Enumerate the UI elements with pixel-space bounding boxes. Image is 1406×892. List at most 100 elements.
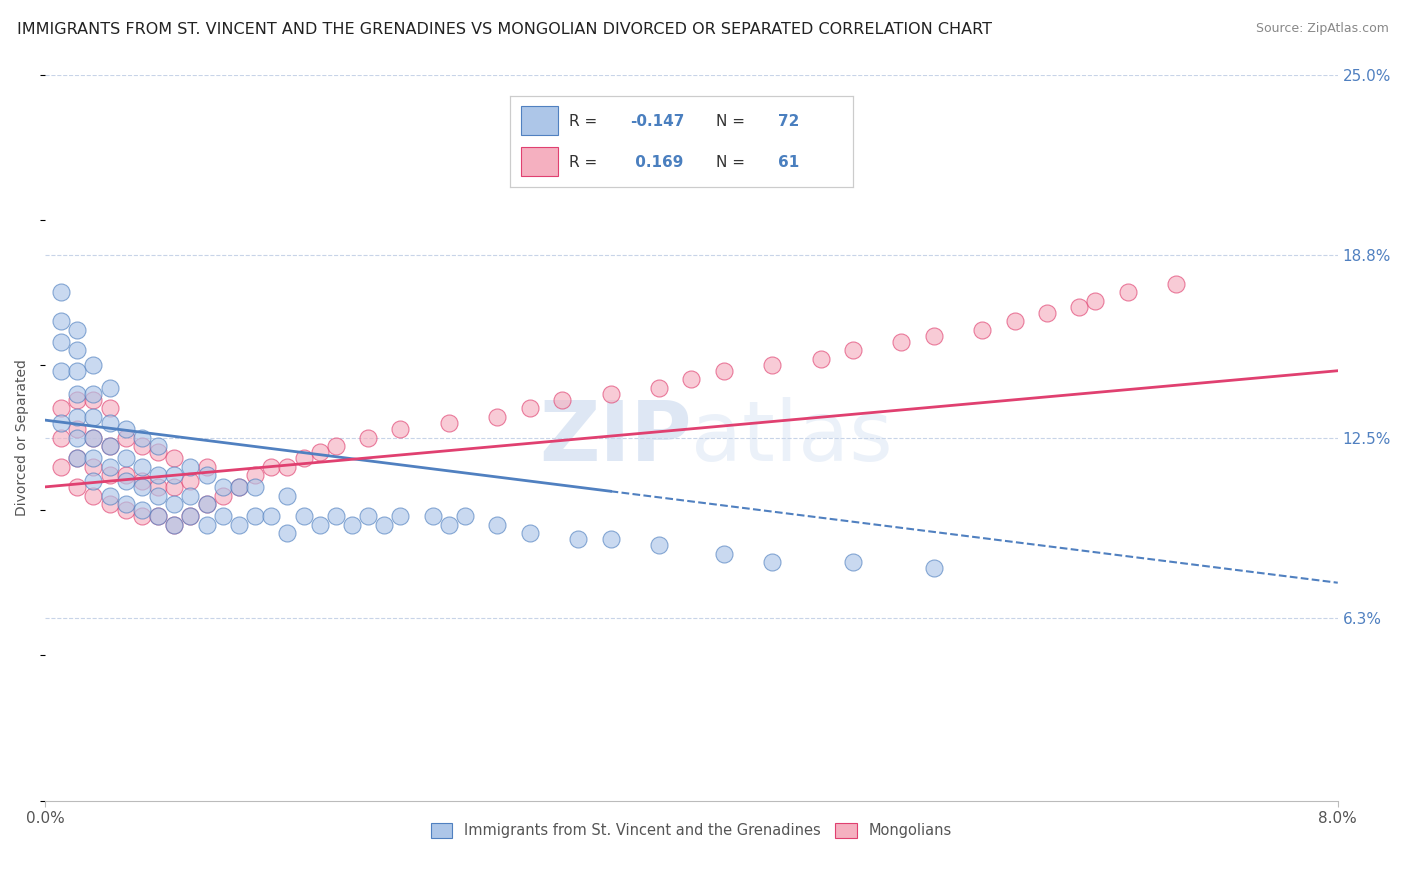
Point: [276, 489, 298, 503]
Point: [82, 489, 104, 503]
Point: [98, 468, 121, 483]
Point: [1116, 285, 1139, 300]
Point: [486, 517, 509, 532]
Point: [49, 416, 72, 430]
Point: [66, 343, 89, 358]
Point: [551, 392, 574, 407]
Point: [389, 422, 412, 436]
Point: [49, 431, 72, 445]
Point: [66, 387, 89, 401]
Point: [211, 480, 233, 494]
Point: [114, 450, 136, 465]
Point: [146, 480, 169, 494]
Point: [146, 508, 169, 523]
Point: [243, 508, 266, 523]
Point: [340, 517, 363, 532]
Point: [114, 474, 136, 488]
Point: [1036, 306, 1059, 320]
Point: [1166, 277, 1188, 291]
Point: [486, 410, 509, 425]
Point: [49, 314, 72, 328]
Point: [260, 508, 283, 523]
Point: [810, 352, 832, 367]
Point: [66, 480, 89, 494]
Point: [66, 422, 89, 436]
Point: [308, 517, 330, 532]
Point: [98, 459, 121, 474]
Point: [98, 497, 121, 511]
Point: [519, 401, 541, 416]
Point: [82, 387, 104, 401]
Point: [648, 381, 671, 395]
Point: [98, 381, 121, 395]
Point: [163, 480, 186, 494]
Point: [195, 459, 218, 474]
Point: [373, 517, 395, 532]
Point: [1084, 293, 1107, 308]
Point: [357, 431, 380, 445]
Point: [437, 416, 460, 430]
Point: [66, 392, 89, 407]
Point: [98, 439, 121, 453]
Point: [1069, 300, 1091, 314]
Point: [842, 343, 865, 358]
Point: [49, 285, 72, 300]
Point: [195, 517, 218, 532]
Point: [922, 329, 945, 343]
Point: [82, 431, 104, 445]
Point: [228, 480, 250, 494]
Point: [681, 372, 703, 386]
Point: [49, 334, 72, 349]
Point: [82, 358, 104, 372]
Point: [276, 526, 298, 541]
Point: [131, 503, 153, 517]
Point: [131, 459, 153, 474]
Text: Source: ZipAtlas.com: Source: ZipAtlas.com: [1256, 22, 1389, 36]
Point: [66, 323, 89, 337]
Point: [713, 547, 735, 561]
Point: [131, 474, 153, 488]
Point: [49, 364, 72, 378]
Point: [260, 459, 283, 474]
Text: IMMIGRANTS FROM ST. VINCENT AND THE GRENADINES VS MONGOLIAN DIVORCED OR SEPARATE: IMMIGRANTS FROM ST. VINCENT AND THE GREN…: [17, 22, 991, 37]
Point: [389, 508, 412, 523]
Point: [454, 508, 477, 523]
Point: [842, 555, 865, 569]
Point: [1004, 314, 1026, 328]
Point: [82, 474, 104, 488]
Point: [211, 489, 233, 503]
Point: [179, 508, 201, 523]
Point: [761, 555, 783, 569]
Point: [243, 480, 266, 494]
Point: [114, 497, 136, 511]
Point: [98, 489, 121, 503]
Point: [114, 422, 136, 436]
Point: [599, 387, 621, 401]
Point: [195, 468, 218, 483]
Point: [131, 431, 153, 445]
Point: [114, 503, 136, 517]
Point: [163, 517, 186, 532]
Point: [890, 334, 912, 349]
Point: [66, 450, 89, 465]
Point: [98, 401, 121, 416]
Point: [98, 416, 121, 430]
Point: [972, 323, 994, 337]
Legend: Immigrants from St. Vincent and the Grenadines, Mongolians: Immigrants from St. Vincent and the Gren…: [425, 817, 957, 844]
Point: [146, 489, 169, 503]
Point: [243, 468, 266, 483]
Point: [146, 445, 169, 459]
Point: [648, 538, 671, 552]
Point: [422, 508, 444, 523]
Point: [228, 480, 250, 494]
Point: [357, 508, 380, 523]
Point: [82, 431, 104, 445]
Point: [66, 450, 89, 465]
Point: [82, 450, 104, 465]
Point: [82, 392, 104, 407]
Point: [66, 410, 89, 425]
Point: [437, 517, 460, 532]
Point: [195, 497, 218, 511]
Point: [163, 468, 186, 483]
Point: [131, 480, 153, 494]
